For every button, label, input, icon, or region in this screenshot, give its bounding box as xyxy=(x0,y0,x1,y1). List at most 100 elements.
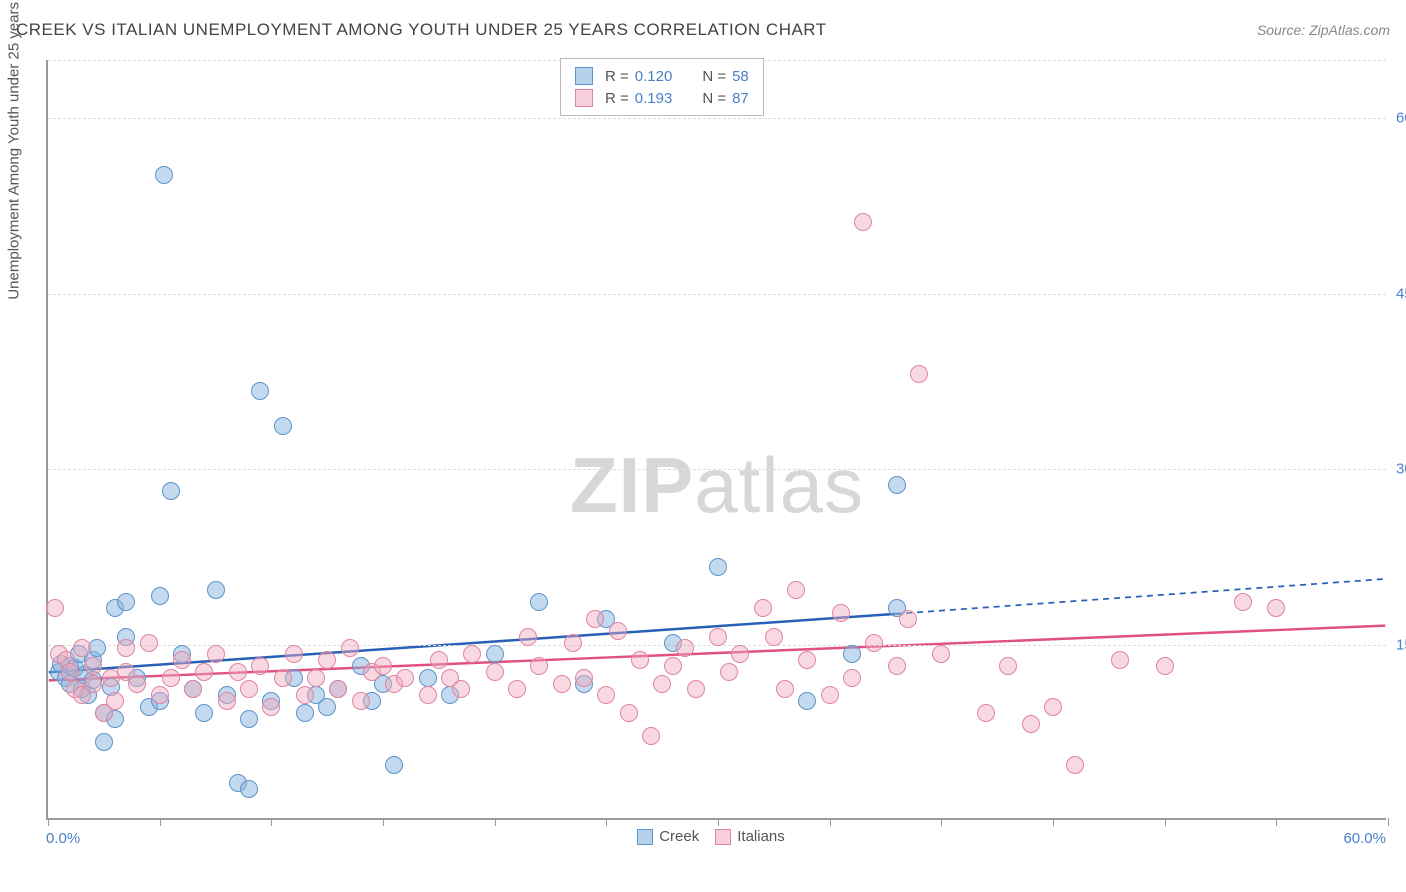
scatter-point-italians xyxy=(575,669,593,687)
scatter-point-creek xyxy=(709,558,727,576)
scatter-point-italians xyxy=(296,686,314,704)
x-tick xyxy=(718,818,719,826)
scatter-point-italians xyxy=(586,610,604,628)
y-axis-title: Unemployment Among Youth under 25 years xyxy=(6,2,23,300)
scatter-point-italians xyxy=(61,663,79,681)
scatter-point-creek xyxy=(207,581,225,599)
scatter-point-italians xyxy=(73,639,91,657)
legend-series-label: Italians xyxy=(737,828,785,845)
scatter-point-creek xyxy=(88,639,106,657)
scatter-point-italians xyxy=(195,663,213,681)
scatter-point-creek xyxy=(888,476,906,494)
scatter-point-italians xyxy=(977,704,995,722)
scatter-point-italians xyxy=(519,628,537,646)
scatter-point-italians xyxy=(854,213,872,231)
scatter-point-italians xyxy=(240,680,258,698)
scatter-point-italians xyxy=(843,669,861,687)
y-tick-label: 60.0% xyxy=(1396,110,1406,127)
scatter-point-italians xyxy=(452,680,470,698)
x-tick xyxy=(606,818,607,826)
scatter-point-creek xyxy=(296,704,314,722)
scatter-point-italians xyxy=(486,663,504,681)
scatter-point-italians xyxy=(508,680,526,698)
scatter-point-italians xyxy=(1267,599,1285,617)
legend-correlation-row: R = 0.120 N = 58 xyxy=(575,65,749,87)
legend-n-value: 87 xyxy=(732,90,749,107)
scatter-point-italians xyxy=(631,651,649,669)
scatter-point-italians xyxy=(1022,715,1040,733)
scatter-point-italians xyxy=(84,675,102,693)
gridline xyxy=(48,118,1386,119)
scatter-point-italians xyxy=(329,680,347,698)
scatter-point-italians xyxy=(1066,756,1084,774)
x-tick xyxy=(271,818,272,826)
y-tick-label: 15.0% xyxy=(1396,636,1406,653)
chart-container: CREEK VS ITALIAN UNEMPLOYMENT AMONG YOUT… xyxy=(0,0,1406,892)
scatter-point-italians xyxy=(218,692,236,710)
scatter-point-italians xyxy=(642,727,660,745)
scatter-point-creek xyxy=(318,698,336,716)
scatter-point-italians xyxy=(932,645,950,663)
plot-area: ZIPatlas 15.0%30.0%45.0%60.0% xyxy=(46,60,1386,820)
scatter-point-italians xyxy=(798,651,816,669)
scatter-point-italians xyxy=(1044,698,1062,716)
legend-series: Creek Italians xyxy=(0,828,1406,845)
scatter-point-creek xyxy=(151,587,169,605)
scatter-point-italians xyxy=(865,634,883,652)
scatter-point-italians xyxy=(653,675,671,693)
source-attribution: Source: ZipAtlas.com xyxy=(1257,22,1390,38)
scatter-point-creek xyxy=(155,166,173,184)
scatter-point-creek xyxy=(251,382,269,400)
scatter-point-italians xyxy=(430,651,448,669)
scatter-point-italians xyxy=(754,599,772,617)
scatter-point-italians xyxy=(46,599,64,617)
legend-n-value: 58 xyxy=(732,68,749,85)
x-tick xyxy=(941,818,942,826)
scatter-point-italians xyxy=(106,692,124,710)
scatter-point-italians xyxy=(530,657,548,675)
gridline xyxy=(48,294,1386,295)
scatter-point-italians xyxy=(274,669,292,687)
legend-swatch xyxy=(715,829,731,845)
trendline-dash-creek xyxy=(895,579,1385,614)
scatter-point-italians xyxy=(463,645,481,663)
watermark-atlas: atlas xyxy=(694,441,864,529)
scatter-point-italians xyxy=(832,604,850,622)
legend-series-label: Creek xyxy=(659,828,699,845)
legend-swatch xyxy=(637,829,653,845)
scatter-point-italians xyxy=(419,686,437,704)
scatter-point-italians xyxy=(184,680,202,698)
legend-correlation-box: R = 0.120N = 58R = 0.193N = 87 xyxy=(560,58,764,116)
scatter-point-creek xyxy=(240,780,258,798)
scatter-point-creek xyxy=(843,645,861,663)
scatter-point-creek xyxy=(486,645,504,663)
legend-n-label: N = xyxy=(702,68,726,85)
scatter-point-italians xyxy=(117,639,135,657)
scatter-point-italians xyxy=(84,657,102,675)
legend-r-label: R = xyxy=(605,90,629,107)
scatter-point-italians xyxy=(888,657,906,675)
scatter-point-italians xyxy=(731,645,749,663)
scatter-point-italians xyxy=(251,657,269,675)
scatter-point-italians xyxy=(664,657,682,675)
legend-r-value: 0.120 xyxy=(635,68,673,85)
scatter-point-italians xyxy=(620,704,638,722)
scatter-point-creek xyxy=(530,593,548,611)
watermark: ZIPatlas xyxy=(48,440,1386,531)
x-tick xyxy=(160,818,161,826)
scatter-point-italians xyxy=(140,634,158,652)
scatter-point-italians xyxy=(229,663,247,681)
x-tick xyxy=(495,818,496,826)
scatter-point-italians xyxy=(173,651,191,669)
scatter-point-creek xyxy=(162,482,180,500)
legend-r-label: R = xyxy=(605,68,629,85)
scatter-point-italians xyxy=(341,639,359,657)
x-tick xyxy=(1276,818,1277,826)
scatter-point-italians xyxy=(262,698,280,716)
scatter-point-italians xyxy=(396,669,414,687)
scatter-point-italians xyxy=(1111,651,1129,669)
scatter-point-italians xyxy=(128,675,146,693)
scatter-point-italians xyxy=(207,645,225,663)
scatter-point-creek xyxy=(240,710,258,728)
scatter-point-italians xyxy=(352,692,370,710)
